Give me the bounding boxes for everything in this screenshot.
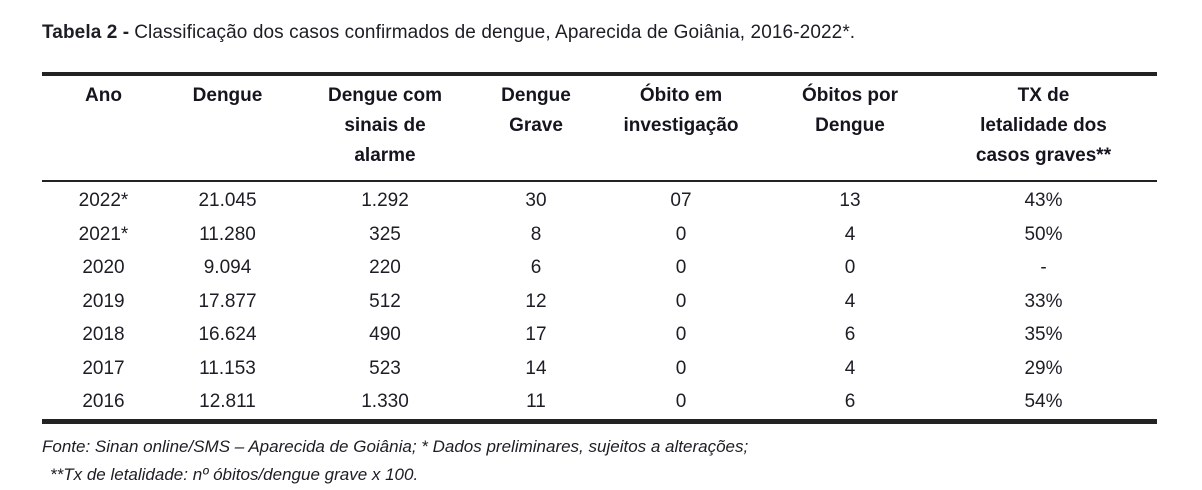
column-header: TX de letalidade dos casos graves** [975, 85, 1112, 166]
table-cell: 2019 [82, 290, 125, 312]
table-cell: 4 [844, 357, 856, 379]
table-cell: 12 [525, 290, 547, 312]
table-cell: 220 [369, 257, 401, 278]
table-cell: 8 [530, 223, 542, 245]
table-cell: 0 [675, 357, 687, 379]
table-cell: 11 [526, 391, 546, 412]
table-cell: 490 [369, 324, 401, 345]
table-cell: 0 [675, 391, 687, 412]
table-cell: 50% [1024, 223, 1063, 245]
table-cell: 16.624 [198, 324, 257, 345]
footnote-source: Fonte: Sinan online/SMS – Aparecida de G… [42, 436, 749, 456]
table-cell: 17.877 [198, 290, 257, 312]
table-body: 2022* 21.045 1.292 30 07 13 43% 2021* 11.280 325 8… [42, 181, 1157, 421]
table-cell: 2021* [78, 223, 129, 245]
table-cell: 12.811 [199, 391, 256, 412]
table-cell: 1.292 [361, 190, 409, 211]
table-cell: 33% [1024, 290, 1063, 312]
table-cell: 4 [844, 290, 856, 312]
header-row: Ano Dengue Dengue com sinais de alarme Dengue… [42, 74, 1157, 181]
table-cell: 6 [530, 257, 542, 278]
table-cell: 2017 [82, 357, 125, 379]
column-header: Ano [85, 85, 122, 106]
table-row: 2017 11.153 523 14 0 4 29% [42, 352, 1157, 386]
column-header: Dengue [192, 85, 263, 106]
column-header: Óbitos por Dengue [801, 85, 899, 136]
table-cell: 35% [1024, 324, 1063, 345]
page-title: Tabela 2 - Classificação dos casos confir… [42, 20, 1157, 46]
column-header: Óbito em investigação [623, 85, 739, 136]
table-cell: 6 [844, 324, 856, 345]
table-cell: 6 [844, 391, 856, 412]
table-row: 2019 17.877 512 12 0 4 33% [42, 285, 1157, 319]
table-cell: 43% [1024, 190, 1063, 211]
table-cell: 0 [675, 324, 687, 345]
table-cell: 30 [525, 190, 547, 211]
table-cell: 21.045 [198, 190, 257, 211]
table-cell: 4 [844, 223, 856, 245]
table-cell: 29% [1024, 357, 1063, 379]
table-row: 2021* 11.280 325 8 0 4 50% [42, 218, 1157, 252]
table-row: 2018 16.624 490 17 0 6 35% [42, 318, 1157, 352]
table-row: 2016 12.811 1.330 11 0 6 54% [42, 385, 1157, 421]
table-cell: 2018 [82, 324, 125, 345]
column-header: Dengue Grave [501, 85, 571, 136]
table-label: Tabela 2 - [42, 22, 130, 43]
table-cell: 512 [369, 290, 401, 312]
table-cell: 0 [675, 223, 687, 245]
data-table: Ano Dengue Dengue com sinais de alarme Dengue… [42, 72, 1157, 424]
footnotes: Fonte: Sinan online/SMS – Aparecida de G… [42, 433, 1157, 489]
table-cell: 0 [844, 257, 856, 278]
column-header: Dengue com sinais de alarme [327, 85, 443, 166]
table-cell: - [1040, 257, 1047, 278]
table-cell: 0 [675, 290, 687, 312]
footnote-definition: **Tx de letalidade: nº óbitos/dengue gra… [50, 464, 419, 484]
table-cell: 2022* [78, 190, 129, 211]
table-cell: 54% [1024, 391, 1063, 412]
table-cell: 11.153 [199, 357, 256, 379]
table-cell: 2020 [82, 257, 125, 278]
table-row: 2022* 21.045 1.292 30 07 13 43% [42, 181, 1157, 218]
table-cell: 07 [670, 190, 692, 211]
table-cell: 13 [839, 190, 861, 211]
table-header: Ano Dengue Dengue com sinais de alarme Dengue… [42, 74, 1157, 181]
table-cell: 14 [525, 357, 547, 379]
table-cell: 2016 [82, 391, 125, 412]
table-caption: Classificação dos casos confirmados de d… [134, 22, 856, 43]
table-cell: 1.330 [361, 391, 409, 412]
table-cell: 523 [369, 357, 401, 379]
table-cell: 325 [369, 223, 401, 245]
table-cell: 0 [675, 257, 687, 278]
table-cell: 11.280 [199, 223, 256, 245]
table-cell: 9.094 [203, 257, 252, 278]
table-cell: 17 [525, 324, 547, 345]
table-row: 2020 9.094 220 6 0 0 - [42, 251, 1157, 285]
